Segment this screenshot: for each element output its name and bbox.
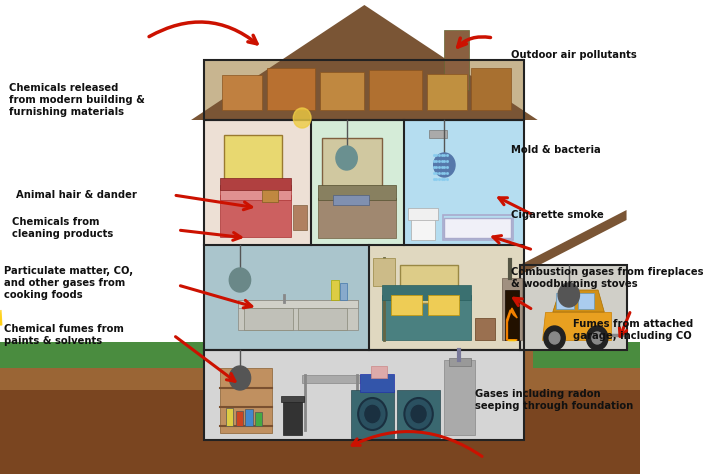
Polygon shape bbox=[255, 412, 262, 426]
Polygon shape bbox=[444, 360, 475, 435]
Circle shape bbox=[592, 332, 603, 344]
Circle shape bbox=[410, 404, 428, 424]
Polygon shape bbox=[475, 318, 495, 340]
Circle shape bbox=[364, 404, 382, 424]
Text: Chemical fumes from
paints & solvents: Chemical fumes from paints & solvents bbox=[4, 324, 125, 346]
Polygon shape bbox=[238, 300, 358, 330]
Polygon shape bbox=[360, 374, 394, 392]
Polygon shape bbox=[302, 375, 360, 383]
Polygon shape bbox=[222, 75, 262, 110]
Text: Animal hair & dander: Animal hair & dander bbox=[16, 190, 137, 200]
Polygon shape bbox=[0, 342, 204, 368]
Circle shape bbox=[549, 332, 560, 344]
Polygon shape bbox=[318, 198, 397, 238]
Polygon shape bbox=[283, 400, 302, 435]
Polygon shape bbox=[297, 308, 346, 330]
Circle shape bbox=[293, 108, 311, 128]
Polygon shape bbox=[293, 205, 307, 230]
Text: Particulate matter, CO,
and other gases from
cooking foods: Particulate matter, CO, and other gases … bbox=[4, 266, 134, 300]
Circle shape bbox=[433, 153, 455, 177]
Polygon shape bbox=[238, 300, 358, 308]
Polygon shape bbox=[444, 218, 511, 238]
Polygon shape bbox=[281, 396, 304, 402]
Polygon shape bbox=[577, 293, 594, 309]
Polygon shape bbox=[0, 390, 640, 474]
Polygon shape bbox=[507, 308, 517, 340]
Polygon shape bbox=[426, 74, 467, 110]
Polygon shape bbox=[341, 283, 346, 300]
Polygon shape bbox=[534, 342, 640, 368]
Polygon shape bbox=[351, 390, 394, 438]
Polygon shape bbox=[244, 308, 293, 330]
Polygon shape bbox=[220, 185, 292, 200]
Polygon shape bbox=[382, 285, 471, 300]
Polygon shape bbox=[502, 278, 522, 340]
Polygon shape bbox=[410, 215, 436, 240]
Polygon shape bbox=[429, 130, 447, 138]
Polygon shape bbox=[204, 120, 311, 245]
Polygon shape bbox=[333, 195, 369, 205]
Circle shape bbox=[229, 366, 251, 390]
Polygon shape bbox=[557, 293, 574, 309]
Polygon shape bbox=[372, 366, 387, 378]
Polygon shape bbox=[331, 280, 338, 300]
Polygon shape bbox=[191, 5, 538, 120]
Polygon shape bbox=[428, 295, 459, 315]
Polygon shape bbox=[318, 185, 397, 200]
Polygon shape bbox=[520, 210, 626, 275]
Polygon shape bbox=[220, 368, 272, 433]
Text: Outdoor air pollutants: Outdoor air pollutants bbox=[511, 50, 636, 60]
Text: Chemicals from
cleaning products: Chemicals from cleaning products bbox=[12, 217, 114, 239]
Polygon shape bbox=[553, 290, 604, 312]
Polygon shape bbox=[444, 30, 469, 90]
Polygon shape bbox=[373, 258, 395, 286]
Polygon shape bbox=[382, 295, 471, 340]
Polygon shape bbox=[369, 70, 422, 110]
Polygon shape bbox=[0, 350, 640, 474]
Polygon shape bbox=[320, 72, 364, 110]
Circle shape bbox=[558, 283, 580, 307]
Polygon shape bbox=[471, 68, 511, 110]
Text: Combustion gases from fireplaces
& woodburning stoves: Combustion gases from fireplaces & woodb… bbox=[511, 267, 703, 289]
Polygon shape bbox=[449, 358, 471, 366]
Polygon shape bbox=[266, 68, 315, 110]
Polygon shape bbox=[224, 135, 282, 180]
Circle shape bbox=[336, 146, 357, 170]
Polygon shape bbox=[397, 390, 440, 438]
Text: Gases including radon
seeping through foundation: Gases including radon seeping through fo… bbox=[475, 389, 634, 411]
Polygon shape bbox=[220, 178, 292, 190]
Text: Cigarette smoke: Cigarette smoke bbox=[511, 210, 604, 220]
Polygon shape bbox=[391, 295, 422, 315]
Polygon shape bbox=[505, 290, 519, 340]
Polygon shape bbox=[542, 312, 611, 340]
Polygon shape bbox=[235, 411, 243, 426]
Polygon shape bbox=[400, 265, 458, 303]
Text: Chemicals released
from modern building &
furnishing materials: Chemicals released from modern building … bbox=[9, 83, 145, 117]
Polygon shape bbox=[0, 310, 1, 325]
Text: Fumes from attached
garage, including CO: Fumes from attached garage, including CO bbox=[573, 319, 693, 341]
Text: Mold & bacteria: Mold & bacteria bbox=[511, 145, 600, 155]
Circle shape bbox=[544, 326, 565, 350]
Polygon shape bbox=[311, 120, 405, 245]
Circle shape bbox=[229, 268, 251, 292]
Polygon shape bbox=[520, 265, 626, 350]
Polygon shape bbox=[408, 208, 438, 220]
Polygon shape bbox=[204, 245, 369, 350]
Circle shape bbox=[587, 326, 608, 350]
Polygon shape bbox=[226, 408, 233, 426]
Polygon shape bbox=[405, 120, 524, 245]
Polygon shape bbox=[204, 60, 524, 120]
Circle shape bbox=[358, 398, 387, 430]
Polygon shape bbox=[204, 350, 524, 440]
Polygon shape bbox=[220, 195, 292, 237]
Circle shape bbox=[405, 398, 433, 430]
Polygon shape bbox=[369, 245, 524, 350]
Polygon shape bbox=[246, 409, 253, 426]
Polygon shape bbox=[262, 190, 278, 202]
Polygon shape bbox=[322, 138, 382, 186]
